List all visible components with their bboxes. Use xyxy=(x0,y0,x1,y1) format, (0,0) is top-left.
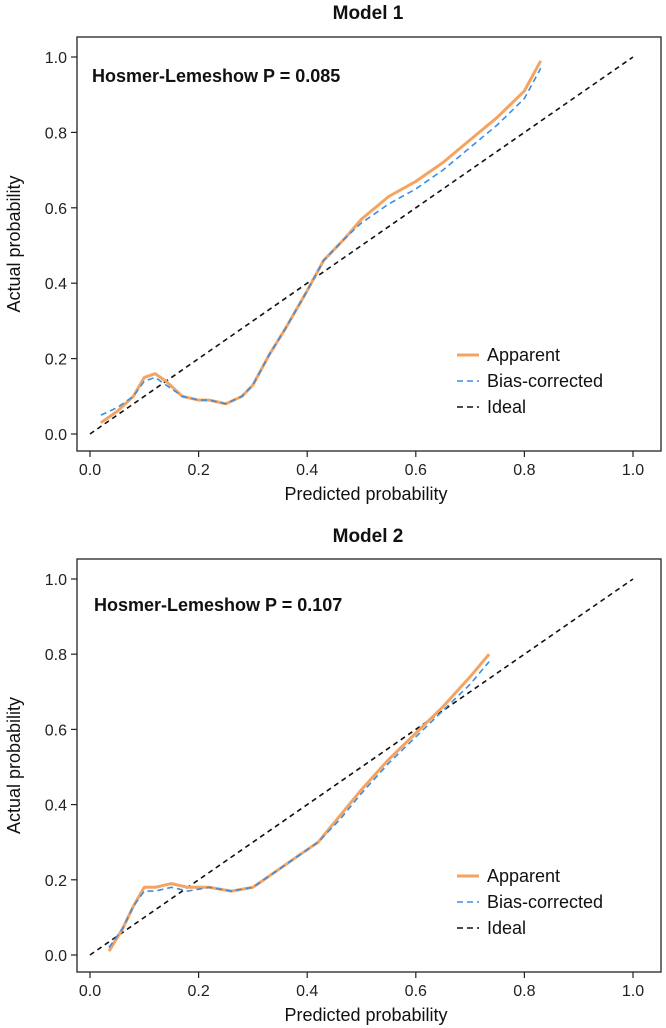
y-tick-label: 0.2 xyxy=(45,352,67,369)
y-tick-label: 0.6 xyxy=(45,201,67,218)
x-tick-label: 0.6 xyxy=(405,983,427,1000)
legend-label: Ideal xyxy=(487,397,526,417)
legend-label: Ideal xyxy=(487,918,526,938)
hosmer-lemeshow-annotation: Hosmer-Lemeshow P = 0.085 xyxy=(92,66,340,86)
x-tick-label: 0.8 xyxy=(513,983,535,1000)
legend-label: Bias-corrected xyxy=(487,371,603,391)
x-tick-label: 0.4 xyxy=(296,983,318,1000)
x-tick-label: 1.0 xyxy=(622,462,644,479)
x-tick-label: 0.0 xyxy=(79,983,101,1000)
chart-title: Model 1 xyxy=(333,3,404,24)
x-tick-label: 0.6 xyxy=(405,462,427,479)
x-tick-label: 0.4 xyxy=(296,462,318,479)
series-line-apparent xyxy=(107,653,491,952)
series-line-ideal xyxy=(89,578,634,956)
y-tick-label: 0.4 xyxy=(45,798,67,815)
legend-label: Apparent xyxy=(487,345,560,365)
legend-label: Bias-corrected xyxy=(487,892,603,912)
y-tick-label: 0.0 xyxy=(45,427,67,444)
x-tick-label: 1.0 xyxy=(622,983,644,1000)
legend-label: Apparent xyxy=(487,866,560,886)
y-tick-label: 1.0 xyxy=(45,572,67,589)
y-tick-label: 0.4 xyxy=(45,276,67,293)
chart-panel-2: Model 2 0.0 0.2 0.4 0.6 0.8 1.0 0.0 0.2 0.4 0.6 0.8… xyxy=(4,526,662,1025)
y-tick-label: 0.6 xyxy=(45,722,67,739)
y-tick-label: 0.8 xyxy=(45,125,67,142)
x-tick-label: 0.2 xyxy=(187,983,209,1000)
hosmer-lemeshow-annotation: Hosmer-Lemeshow P = 0.107 xyxy=(94,595,342,615)
x-tick-label: 0.2 xyxy=(187,462,209,479)
series-line-bias-corrected xyxy=(108,661,490,948)
y-tick-label: 0.8 xyxy=(45,647,67,664)
y-tick-label: 1.0 xyxy=(45,50,67,67)
x-axis-label: Predicted probability xyxy=(284,1005,447,1025)
series-line-apparent xyxy=(100,60,543,424)
series-line-bias-corrected xyxy=(100,67,542,416)
x-tick-label: 0.8 xyxy=(513,462,535,479)
y-tick-label: 0.2 xyxy=(45,873,67,890)
y-tick-label: 0.0 xyxy=(45,948,67,965)
y-axis-label: Actual probability xyxy=(4,697,24,834)
series-line-ideal xyxy=(89,56,634,435)
plot-frame xyxy=(76,558,662,973)
x-tick-label: 0.0 xyxy=(79,462,101,479)
chart-title: Model 2 xyxy=(333,526,404,547)
chart-panel-1: Model 1 0.0 0.2 0.4 0.6 0.8 1.0 0.0 0.2 0.4 0.6 0.8… xyxy=(4,3,662,504)
plot-frame xyxy=(76,36,662,452)
y-axis-label: Actual probability xyxy=(4,175,24,312)
x-axis-label: Predicted probability xyxy=(284,484,447,504)
